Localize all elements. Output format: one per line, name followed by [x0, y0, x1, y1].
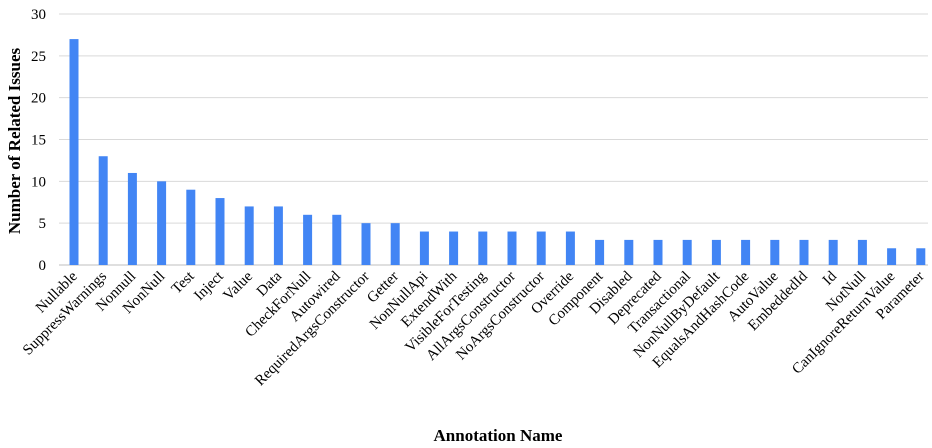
bar [303, 214, 313, 265]
y-tick-label: 10 [31, 174, 46, 190]
bar [98, 156, 108, 265]
bar [653, 239, 663, 265]
bar [186, 189, 196, 265]
x-axis-title: Annotation Name [434, 426, 563, 445]
y-tick-label: 15 [31, 133, 46, 149]
bar [799, 239, 809, 265]
y-tick-label: 20 [31, 91, 46, 107]
bar [887, 248, 897, 265]
bar [69, 39, 79, 265]
bar [741, 239, 751, 265]
bar [682, 239, 692, 265]
gridlines [59, 13, 928, 266]
bar [507, 231, 517, 265]
bar [857, 239, 867, 265]
x-tick-label: Id [820, 268, 841, 289]
y-tick-label: 5 [39, 216, 47, 232]
bar [361, 223, 371, 265]
bar [273, 206, 283, 265]
bar [624, 239, 634, 265]
y-tick-label: 25 [31, 49, 46, 65]
bar [828, 239, 838, 265]
bar [478, 231, 488, 265]
bar [711, 239, 721, 265]
bar [419, 231, 429, 265]
bar [565, 231, 575, 265]
bar [127, 172, 137, 265]
bar [332, 214, 342, 265]
x-tick-label: Value [221, 268, 257, 304]
bar [449, 231, 459, 265]
y-tick-label: 0 [39, 258, 47, 274]
bar [770, 239, 780, 265]
y-tick-label: 30 [31, 7, 46, 23]
bar [215, 198, 225, 265]
bar [595, 239, 605, 265]
bar [390, 223, 400, 265]
y-tick-labels: 0 5 10 15 20 25 30 [31, 7, 46, 274]
bar [916, 248, 926, 265]
bar [536, 231, 546, 265]
bar [244, 206, 254, 265]
bars [69, 39, 926, 265]
x-tick-label: Inject [191, 268, 227, 304]
bar [157, 181, 167, 265]
y-axis-title: Number of Related Issues [5, 48, 24, 235]
